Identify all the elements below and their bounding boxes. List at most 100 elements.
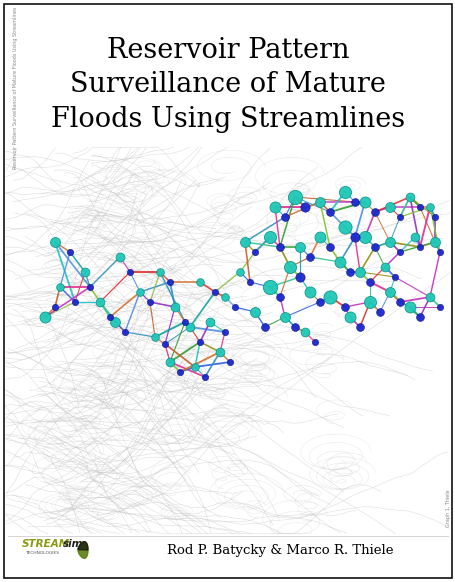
Point [336,257,343,267]
Point [385,288,393,297]
Point [196,338,203,347]
Point [316,197,323,207]
Point [196,278,203,287]
Point [306,253,313,262]
Point [66,247,74,257]
Point [360,232,368,242]
Point [261,322,268,332]
Point [341,187,348,197]
Text: sim: sim [63,539,83,549]
Point [246,278,253,287]
Point [206,317,213,327]
Point [326,292,333,301]
Point [51,237,59,247]
Point [116,253,123,262]
Point [166,278,173,287]
Text: Reservoir Pattern Surveillance of Mature Floods Using Streamlines: Reservoir Pattern Surveillance of Mature… [13,7,18,169]
Point [380,262,388,272]
Point [126,267,133,276]
Point [430,237,438,247]
Point [316,232,323,242]
Point [405,302,413,311]
Point [176,367,183,377]
Point [355,322,363,332]
Point [390,272,398,282]
Point [410,232,418,242]
Point [41,313,49,322]
Text: Rod P. Batycky & Marco R. Thiele: Rod P. Batycky & Marco R. Thiele [167,544,392,557]
Point [375,307,383,317]
Point [385,237,393,247]
Point [405,192,413,201]
Point [226,357,233,367]
Point [201,372,208,382]
Point [370,242,378,251]
Point [385,203,393,212]
Point [146,297,153,307]
Point [251,247,258,257]
Point [301,203,308,212]
Polygon shape [78,542,88,550]
Point [166,357,173,367]
Point [360,197,368,207]
Point [71,297,78,307]
Point [365,297,373,307]
Point [236,267,243,276]
Point [415,242,423,251]
Point [216,347,223,357]
Text: STREAM: STREAM [22,539,70,549]
Point [395,247,403,257]
Point [171,302,178,311]
Point [425,292,433,301]
Point [51,302,59,311]
Point [326,242,333,251]
Point [186,322,193,332]
Point [291,192,298,201]
Point [291,322,298,332]
Point [395,212,403,222]
Text: Graph 1, Thiele: Graph 1, Thiele [445,489,450,527]
Point [281,313,288,322]
Point [121,327,128,336]
Point [156,267,163,276]
Point [151,332,158,342]
Point [415,313,423,322]
Point [346,267,353,276]
Point [271,203,278,212]
Point [370,207,378,217]
Point [395,297,403,307]
Point [266,232,273,242]
Point [241,237,248,247]
Point [221,327,228,336]
Point [296,272,303,282]
Point [346,313,353,322]
Point [56,282,64,292]
Polygon shape [78,542,88,558]
Point [415,203,423,212]
Point [301,327,308,336]
Point [306,288,313,297]
Point [435,247,443,257]
Point [316,297,323,307]
Text: TECHNOLOGIES: TECHNOLOGIES [25,551,59,555]
Point [355,267,363,276]
Point [341,302,348,311]
Point [181,317,188,327]
Point [365,278,373,287]
Point [266,282,273,292]
Point [136,288,143,297]
Point [286,262,293,272]
Text: Reservoir Pattern
Surveillance of Mature
Floods Using Streamlines: Reservoir Pattern Surveillance of Mature… [51,37,404,133]
Point [281,212,288,222]
Point [231,302,238,311]
Point [425,203,433,212]
Point [86,282,93,292]
Point [430,212,438,222]
Point [221,292,228,301]
Point [161,339,168,349]
Point [106,313,113,322]
Point [191,363,198,372]
Point [351,232,358,242]
Point [296,242,303,251]
Point [435,302,443,311]
